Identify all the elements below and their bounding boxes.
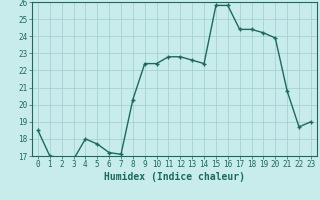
X-axis label: Humidex (Indice chaleur): Humidex (Indice chaleur): [104, 172, 245, 182]
